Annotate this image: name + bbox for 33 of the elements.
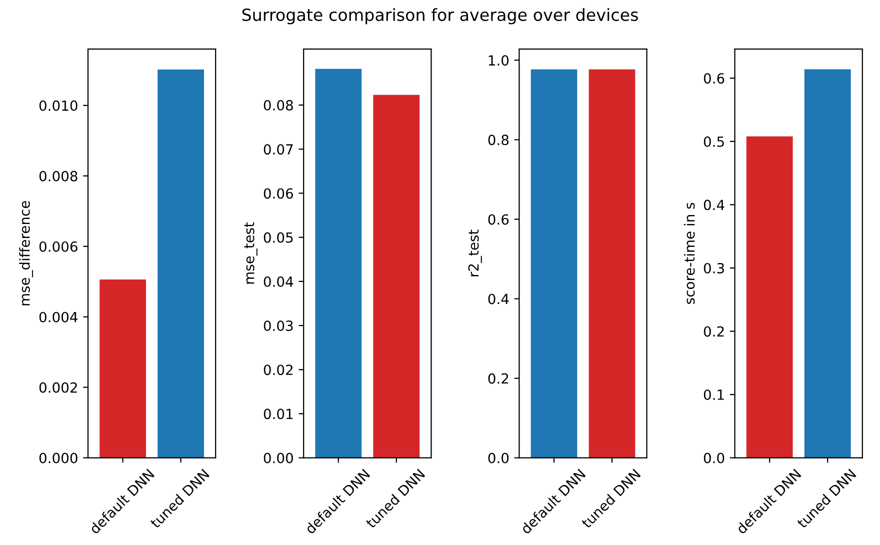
chart-title: Surrogate comparison for average over devices [242, 8, 638, 24]
y-tick-label: 0.2 [704, 326, 724, 337]
y-tick-label: 0.01 [264, 408, 293, 420]
y-tick-label: 0.04 [264, 276, 294, 287]
y-axis-title: mse_test [244, 222, 258, 284]
y-tick-label: 0.02 [264, 364, 292, 376]
y-tick-label: 0.6 [704, 73, 724, 84]
y-tick-label: 0.4 [488, 294, 509, 304]
y-axis-title: score-time in s [684, 202, 695, 304]
y-axis-title: mse_difference [19, 201, 33, 306]
y-tick-label: 0.2 [488, 373, 508, 384]
y-tick-label: 0.000 [39, 452, 78, 464]
y-tick-label: 0.07 [264, 144, 293, 155]
y-tick-label: 0.00 [264, 452, 293, 464]
y-tick-label: 0.08 [264, 100, 293, 111]
y-tick-label: 0.4 [704, 200, 724, 210]
y-tick-label: 1.0 [488, 55, 509, 66]
y-tick-label: 0.004 [39, 312, 78, 322]
y-tick-label: 0.0 [488, 452, 509, 464]
y-tick-label: 0.8 [488, 134, 509, 146]
y-tick-label: 0.006 [39, 241, 78, 252]
y-tick-label: 0.0 [704, 452, 724, 464]
y-tick-label: 0.06 [264, 188, 294, 199]
y-tick-label: 0.6 [488, 214, 509, 225]
y-tick-label: 0.002 [39, 382, 77, 393]
y-tick-label: 0.008 [39, 170, 78, 182]
y-tick-label: 0.03 [264, 320, 293, 331]
y-tick-label: 0.05 [264, 232, 293, 243]
y-axis-title: r2_test [468, 230, 482, 276]
y-tick-label: 0.3 [704, 262, 724, 274]
y-tick-label: 0.5 [704, 136, 724, 147]
y-tick-label: 0.1 [704, 389, 724, 400]
y-tick-label: 0.010 [39, 100, 78, 111]
